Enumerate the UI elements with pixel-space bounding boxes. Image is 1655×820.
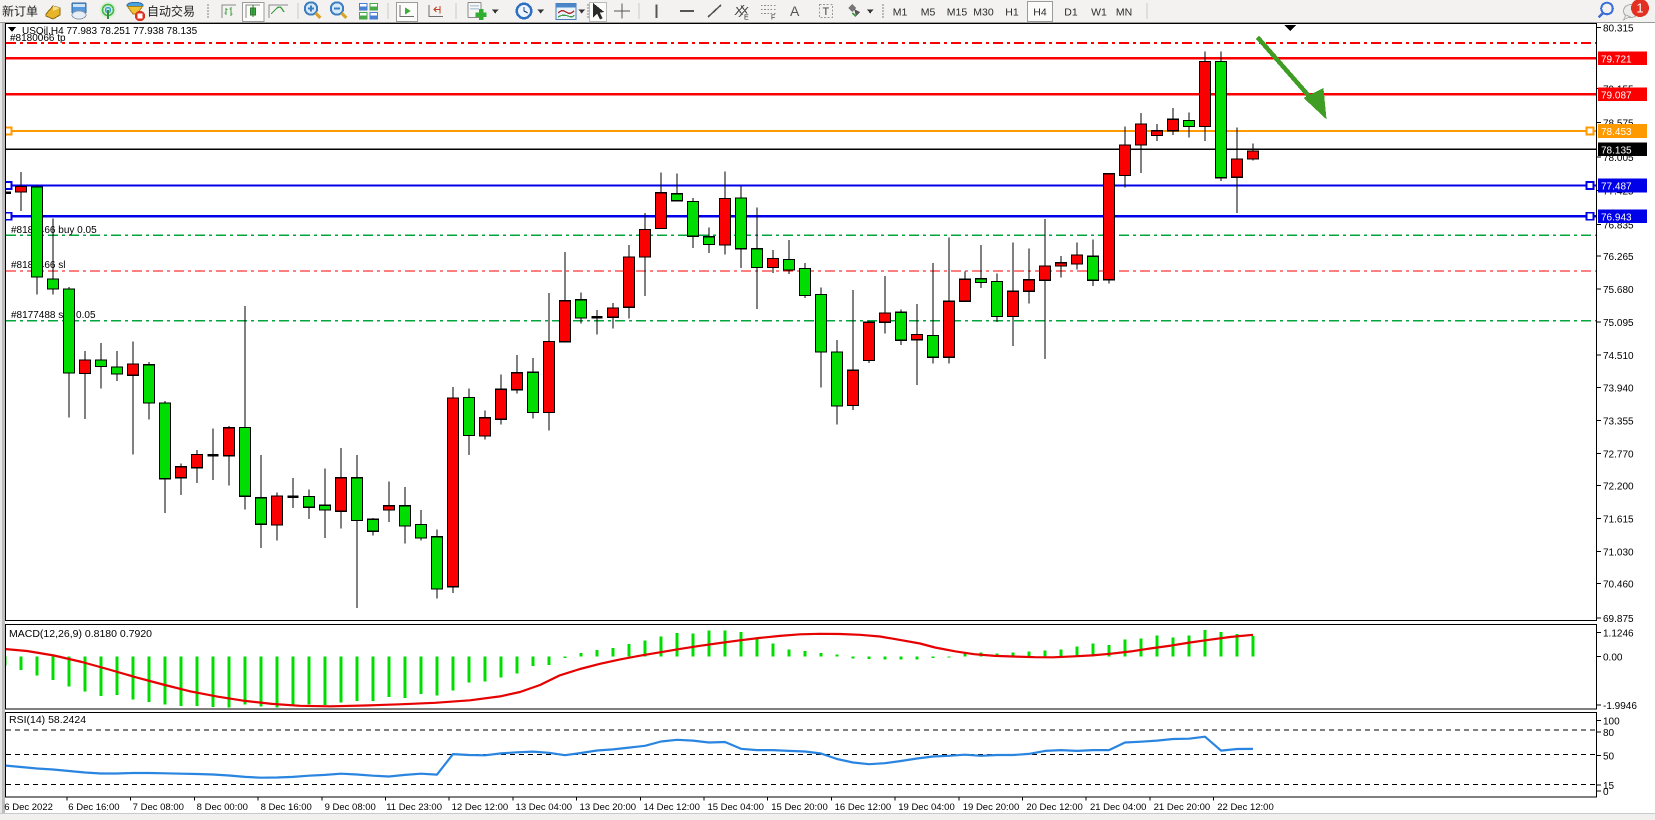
- svg-text:T: T: [823, 6, 830, 18]
- svg-text:9 Dec 08:00: 9 Dec 08:00: [325, 802, 376, 813]
- svg-text:72.770: 72.770: [1603, 449, 1634, 460]
- svg-text:13 Dec 04:00: 13 Dec 04:00: [516, 802, 573, 813]
- svg-text:79.087: 79.087: [1601, 91, 1632, 102]
- svg-text:H1: H1: [1005, 7, 1019, 19]
- svg-text:78.453: 78.453: [1601, 127, 1632, 138]
- svg-text:A: A: [790, 3, 800, 19]
- svg-text:15 Dec 04:00: 15 Dec 04:00: [707, 802, 764, 813]
- svg-text:69.875: 69.875: [1603, 614, 1634, 625]
- svg-text:21 Dec 04:00: 21 Dec 04:00: [1090, 802, 1147, 813]
- svg-text:74.510: 74.510: [1603, 351, 1634, 362]
- svg-text:71.615: 71.615: [1603, 515, 1634, 526]
- svg-text:15 Dec 20:00: 15 Dec 20:00: [771, 802, 828, 813]
- svg-text:76.835: 76.835: [1603, 220, 1634, 231]
- svg-text:自动交易: 自动交易: [147, 4, 195, 19]
- svg-text:M5: M5: [921, 7, 936, 19]
- svg-text:W1: W1: [1091, 7, 1107, 19]
- svg-text:75.680: 75.680: [1603, 285, 1634, 296]
- svg-text:MACD(12,26,9) 0.8180 0.7920: MACD(12,26,9) 0.8180 0.7920: [9, 628, 152, 640]
- svg-text:6 Dec 16:00: 6 Dec 16:00: [68, 802, 119, 813]
- svg-text:1.1246: 1.1246: [1603, 629, 1634, 640]
- svg-text:76.943: 76.943: [1601, 213, 1632, 224]
- svg-text:M1: M1: [893, 7, 908, 19]
- svg-text:7 Dec 08:00: 7 Dec 08:00: [133, 802, 184, 813]
- svg-text:6 Dec 2022: 6 Dec 2022: [4, 802, 53, 813]
- svg-text:72.200: 72.200: [1603, 482, 1634, 493]
- svg-text:78.135: 78.135: [1601, 146, 1632, 157]
- svg-text:73.940: 73.940: [1603, 384, 1634, 395]
- svg-text:70.460: 70.460: [1603, 580, 1634, 591]
- svg-text:75.095: 75.095: [1603, 318, 1634, 329]
- svg-text:79.721: 79.721: [1601, 54, 1632, 65]
- svg-text:20 Dec 12:00: 20 Dec 12:00: [1026, 802, 1083, 813]
- svg-text:71.030: 71.030: [1603, 548, 1634, 559]
- svg-text:0: 0: [1603, 787, 1609, 798]
- svg-text:78.575: 78.575: [1603, 119, 1634, 130]
- svg-text:D1: D1: [1064, 7, 1078, 19]
- svg-text:8 Dec 16:00: 8 Dec 16:00: [261, 802, 312, 813]
- svg-text:M15: M15: [947, 7, 968, 19]
- svg-text:8 Dec 00:00: 8 Dec 00:00: [197, 802, 248, 813]
- svg-text:14 Dec 12:00: 14 Dec 12:00: [643, 802, 700, 813]
- svg-text:MN: MN: [1116, 7, 1132, 19]
- svg-text:0.00: 0.00: [1603, 653, 1623, 664]
- svg-text:50: 50: [1603, 752, 1615, 763]
- svg-text:19 Dec 04:00: 19 Dec 04:00: [898, 802, 955, 813]
- svg-text:-1.9946: -1.9946: [1603, 701, 1637, 712]
- svg-text:80.315: 80.315: [1603, 24, 1634, 35]
- svg-text:#8180466 buy 0.05: #8180466 buy 0.05: [11, 225, 97, 236]
- svg-text:1: 1: [1636, 1, 1643, 16]
- svg-text:M30: M30: [973, 7, 994, 19]
- svg-text:H4: H4: [1033, 7, 1047, 19]
- svg-text:11 Dec 23:00: 11 Dec 23:00: [386, 802, 442, 813]
- svg-text:13 Dec 20:00: 13 Dec 20:00: [580, 802, 637, 813]
- svg-text:21 Dec 20:00: 21 Dec 20:00: [1154, 802, 1211, 813]
- svg-text:76.265: 76.265: [1603, 252, 1634, 263]
- svg-text:USOil,H4 77.983 78.251 77.938: USOil,H4 77.983 78.251 77.938 78.135: [22, 26, 198, 37]
- svg-text:78.005: 78.005: [1603, 153, 1634, 164]
- svg-text:#8177488 sell 0.05: #8177488 sell 0.05: [11, 310, 96, 321]
- svg-text:73.355: 73.355: [1603, 416, 1634, 427]
- svg-text:12 Dec 12:00: 12 Dec 12:00: [452, 802, 509, 813]
- svg-text:77.487: 77.487: [1601, 182, 1632, 193]
- svg-text:E: E: [744, 15, 749, 22]
- svg-text:22 Dec 12:00: 22 Dec 12:00: [1217, 802, 1274, 813]
- svg-text:F: F: [771, 15, 775, 22]
- svg-text:15: 15: [1603, 781, 1615, 792]
- svg-text:#8180066 tp: #8180066 tp: [10, 33, 66, 44]
- svg-text:19 Dec 20:00: 19 Dec 20:00: [963, 802, 1020, 813]
- svg-text:RSI(14) 58.2424: RSI(14) 58.2424: [9, 714, 86, 726]
- svg-text:80: 80: [1603, 728, 1615, 739]
- svg-text:16 Dec 12:00: 16 Dec 12:00: [835, 802, 892, 813]
- svg-text:100: 100: [1603, 717, 1620, 728]
- svg-text:新订单: 新订单: [2, 4, 38, 19]
